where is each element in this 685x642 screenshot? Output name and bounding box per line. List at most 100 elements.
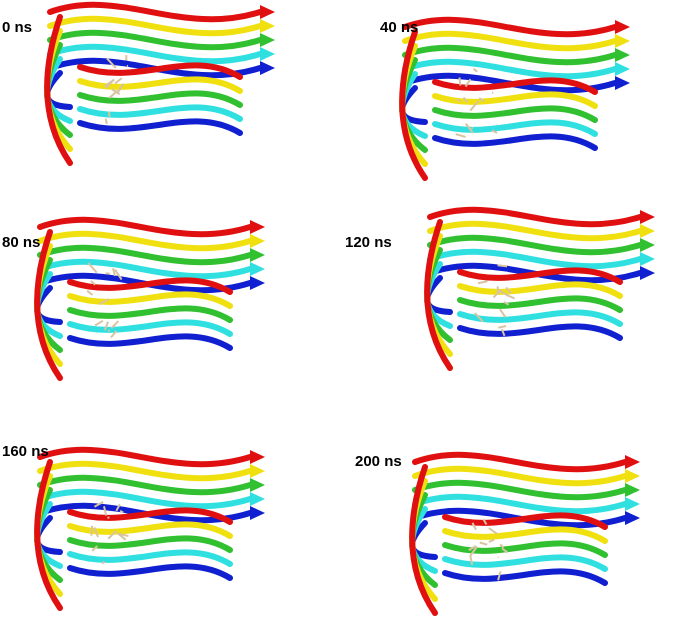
ribbon-arrow [625,511,640,525]
side-chain [478,97,485,103]
ribbon-arrow [625,497,640,511]
side-chain [479,541,488,546]
side-chain [505,286,512,294]
ribbon [409,451,628,616]
side-chain [114,77,123,85]
panel-label: 200 ns [355,453,402,470]
ribbon-arrow [260,33,275,47]
ribbon [399,16,618,181]
side-chain [465,123,474,134]
ribbon-arrow [250,248,265,262]
ribbon-arrow [250,220,265,234]
side-chain [500,328,506,337]
side-chain [107,329,111,333]
side-chain [115,503,121,512]
side-chain [497,571,502,581]
side-chain [91,545,99,552]
ribbon-arrow [640,252,655,266]
ribbon-arrow [640,210,655,224]
side-chain [90,525,94,536]
panel-label: 160 ns [2,443,49,460]
side-chain [497,264,508,268]
side-chain [111,88,121,96]
side-chain [499,543,505,549]
side-chain [86,290,94,296]
side-chain [118,532,129,537]
side-chain [477,280,488,285]
side-chain [116,532,127,541]
ribbon-arrow [250,450,265,464]
side-chain [470,126,474,130]
ribbon-arrow [640,266,655,280]
side-chain [104,118,108,125]
ribbon-arrow [250,234,265,248]
side-chain [107,530,117,540]
side-chain [118,83,125,90]
side-chain [94,319,104,327]
side-chain [488,527,498,535]
panel-label: 40 ns [380,19,418,36]
ribbon-arrow [260,61,275,75]
side-chain [455,133,466,138]
ribbon-arrow [260,47,275,61]
side-chain [506,294,516,300]
ribbon-arrow [625,455,640,469]
side-chain [496,286,500,295]
side-chain [104,79,115,87]
side-chain [110,330,118,339]
side-chain [110,320,120,329]
side-chain [103,321,109,331]
side-chain [473,68,478,73]
ribbon-arrow [640,238,655,252]
ribbon-arrow [625,483,640,497]
side-chain [98,298,110,306]
ribbon-arrow [615,76,630,90]
side-chain [501,547,509,554]
side-chain [499,308,507,319]
ribbon-arrow [260,5,275,19]
ribbon-arrow [625,469,640,483]
ribbon [34,446,253,611]
side-chain [469,555,474,566]
side-chain [491,129,498,134]
ribbon [424,206,643,371]
side-chain [464,78,472,88]
side-chain [498,325,507,329]
side-chain [93,501,104,508]
ribbon-arrow [250,492,265,506]
ribbon [34,216,253,381]
panel-label: 80 ns [2,234,40,251]
panel-label: 120 ns [345,234,392,251]
side-chain [90,280,96,286]
side-chain [469,100,480,112]
side-chain [87,262,98,274]
ribbon-arrow [250,506,265,520]
side-chain [458,77,462,86]
side-chain [456,98,462,103]
ribbon-arrow [640,224,655,238]
ribbon-arrow [615,34,630,48]
ribbon-arrow [615,20,630,34]
side-chain [499,290,509,297]
side-chain [462,96,469,103]
ribbon-arrow [250,276,265,290]
panel-label: 0 ns [2,19,32,36]
side-chain [503,301,510,306]
ribbon-arrow [615,62,630,76]
side-chain [468,545,477,552]
side-chain [497,556,500,559]
side-chain [488,538,495,543]
side-chain [474,312,484,323]
ribbon-arrow [250,464,265,478]
side-chain [469,545,478,557]
side-chain [114,269,123,281]
side-chain [112,267,116,277]
side-chain [103,506,108,516]
ribbon [44,1,263,166]
side-chain [106,57,117,69]
side-chain [107,111,111,117]
side-chain [101,560,105,565]
ribbon-arrow [260,19,275,33]
